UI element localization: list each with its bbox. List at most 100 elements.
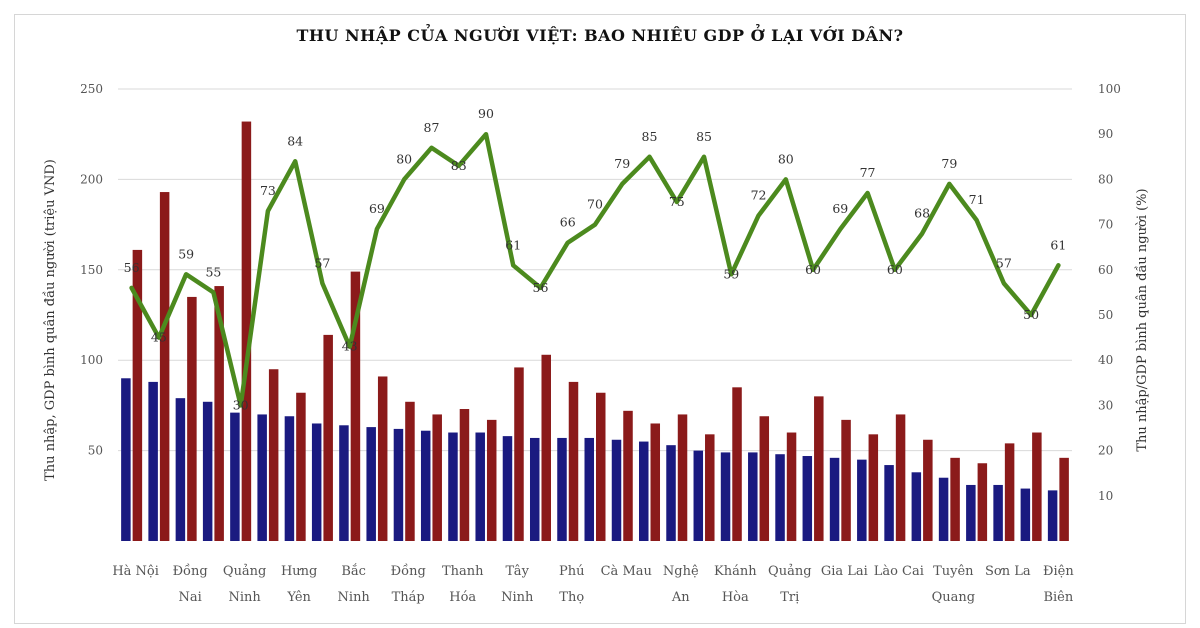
ratio-data-label: 61 <box>505 237 521 252</box>
right-tick-label: 60 <box>1098 263 1113 277</box>
income-bar <box>557 437 567 541</box>
income-bar <box>748 452 758 541</box>
left-tick-label: 50 <box>88 444 103 458</box>
left-tick-label: 150 <box>80 263 103 277</box>
gdp-bar <box>568 381 579 541</box>
ratio-data-label: 79 <box>941 156 957 171</box>
ratio-series-line <box>129 131 1061 408</box>
ratio-data-label: 59 <box>178 246 194 261</box>
income-bar <box>802 456 813 541</box>
right-tick-label: 10 <box>1098 489 1113 503</box>
gdp-bar <box>677 414 688 541</box>
gdp-bar <box>541 354 551 541</box>
income-bar <box>1020 488 1031 541</box>
ratio-data-label: 77 <box>860 165 876 180</box>
ratio-data-label: 69 <box>369 201 385 216</box>
category-label-line2: Trị <box>780 590 799 605</box>
ratio-data-label: 87 <box>424 120 440 135</box>
category-label-line2: Yên <box>286 590 311 605</box>
income-bar <box>339 425 349 541</box>
gdp-bar <box>459 409 470 541</box>
gdp-bar <box>159 192 170 541</box>
ratio-data-label: 56 <box>124 260 140 275</box>
income-bar <box>857 459 867 541</box>
category-label: Phú <box>559 564 585 579</box>
ratio-data-label: 85 <box>642 129 658 144</box>
right-tick-label: 30 <box>1098 398 1113 412</box>
income-bar <box>448 432 458 541</box>
ratio-data-label: 60 <box>805 262 821 277</box>
income-bar <box>257 414 267 541</box>
category-label: Gia Lai <box>821 564 868 579</box>
category-labels: Hà Nội Đồng Nai Quảng Ninh Hưng Yên Bắc Ninh Đồng… <box>112 563 1074 605</box>
category-label: Cà Mau <box>601 564 652 579</box>
right-tick-label: 80 <box>1098 172 1113 186</box>
gdp-bar <box>187 296 197 541</box>
ratio-data-label: 60 <box>887 262 903 277</box>
category-label: Sơn La <box>985 564 1031 579</box>
income-bar <box>202 401 213 541</box>
ratio-data-label: 72 <box>751 188 767 203</box>
income-bar <box>666 445 676 541</box>
gdp-bar <box>405 401 415 541</box>
income-bar <box>938 477 949 541</box>
gdp-bar <box>977 463 988 541</box>
income-bar <box>720 452 731 541</box>
category-label: Tây <box>506 564 530 579</box>
left-tick-label: 250 <box>80 82 103 96</box>
category-label: Điện <box>1043 564 1074 579</box>
income-bar <box>175 398 186 541</box>
category-label: Tuyên <box>933 564 974 579</box>
gdp-bar <box>895 414 906 541</box>
category-label: Hưng <box>281 564 317 579</box>
gdp-bar <box>241 121 252 541</box>
left-tick-label: 100 <box>80 353 103 367</box>
ratio-data-label: 30 <box>233 397 249 412</box>
gdp-bar <box>950 457 960 541</box>
ratio-data-label: 73 <box>260 183 276 198</box>
chart-frame <box>14 14 1186 624</box>
ratio-data-label: 56 <box>533 280 549 295</box>
ratio-data-label: 68 <box>914 206 930 221</box>
gdp-bar <box>268 369 279 541</box>
gdp-bar <box>841 419 851 541</box>
gdp-bar <box>650 423 661 541</box>
gdp-bar <box>732 387 742 541</box>
income-bar <box>230 412 240 541</box>
category-label-line2: An <box>671 590 690 605</box>
chart-title: THU NHẬP CỦA NGƯỜI VIỆT: BAO NHIÊU GDP Ở… <box>296 26 904 45</box>
gdp-bar <box>323 334 333 541</box>
income-bar <box>693 450 704 541</box>
gdp-bar <box>377 376 388 541</box>
y-axis-right-title: Thu nhập/GDP bình quân đầu người (%) <box>1134 188 1150 451</box>
category-label-line2: Tháp <box>392 590 425 605</box>
income-bar <box>148 381 158 541</box>
category-label-line2: Thọ <box>559 590 584 605</box>
ratio-data-label: 80 <box>778 151 794 166</box>
gdp-bar <box>350 271 361 541</box>
ratio-data-label: 85 <box>696 129 712 144</box>
gdp-bar <box>868 434 879 541</box>
income-bar <box>502 436 513 541</box>
bars <box>121 121 1069 542</box>
category-label: Đồng <box>391 563 426 579</box>
ratio-data-label: 61 <box>1050 237 1066 252</box>
income-bar <box>966 484 976 541</box>
category-label: Bắc <box>341 563 366 579</box>
gdp-bar <box>1032 432 1042 541</box>
ratio-data-label: 69 <box>832 201 848 216</box>
income-bar <box>121 378 131 541</box>
right-tick-label: 40 <box>1098 353 1113 367</box>
ratio-data-label: 71 <box>969 192 985 207</box>
category-label: Lào Cai <box>874 564 924 579</box>
income-bar <box>366 427 376 541</box>
category-label-line2: Biên <box>1043 590 1073 605</box>
gdp-bar <box>623 410 633 541</box>
ratio-line <box>129 131 1061 408</box>
ratio-data-labels: 56 45 59 55 30 73 84 57 43 69 80 87 83 90 61 56 66 70 79 85… <box>124 106 1067 412</box>
category-label-line2: Ninh <box>338 590 371 605</box>
gdp-bar <box>814 396 824 541</box>
category-label: Quảng <box>768 564 811 579</box>
gdp-bar <box>596 392 606 541</box>
